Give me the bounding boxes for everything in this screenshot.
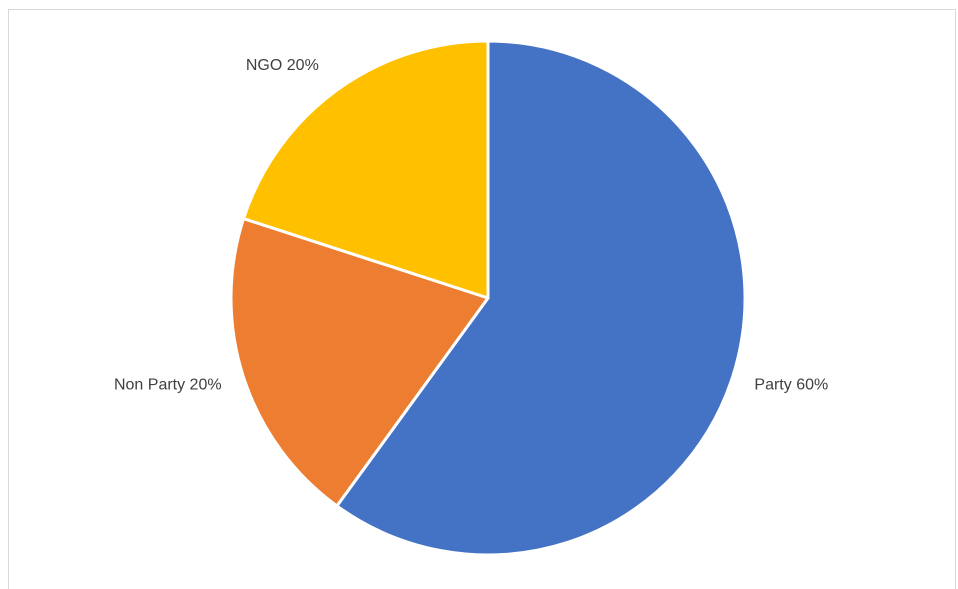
data-label-ngo: NGO 20% (246, 57, 319, 74)
pie-labels: Party 60% Non Party 20% NGO 20% (114, 57, 828, 393)
pie-slice-party (335, 39, 747, 557)
pie-slice-ngo (242, 39, 490, 300)
data-label-party: Party 60% (754, 377, 828, 394)
pie-slice-non-party (229, 217, 490, 508)
data-label-non-party: Non Party 20% (114, 377, 222, 394)
pie-slices (229, 39, 747, 557)
